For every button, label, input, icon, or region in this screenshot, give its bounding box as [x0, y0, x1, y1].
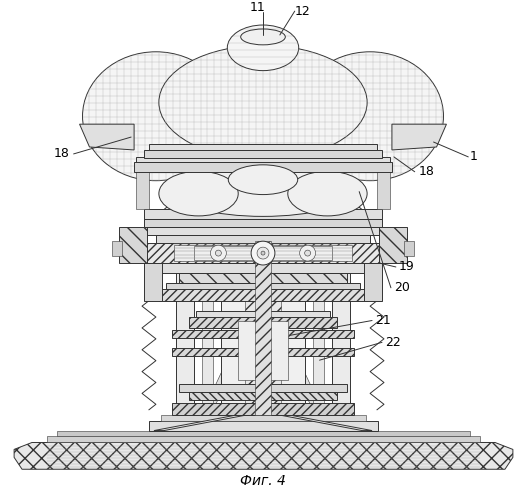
Bar — [144, 150, 382, 158]
Polygon shape — [80, 124, 134, 150]
Bar — [57, 431, 470, 436]
Bar — [333, 246, 350, 415]
Bar — [179, 384, 347, 392]
Bar — [47, 436, 480, 443]
Circle shape — [261, 251, 265, 255]
Circle shape — [305, 250, 310, 256]
Text: 18: 18 — [54, 147, 70, 160]
Polygon shape — [136, 167, 149, 210]
Ellipse shape — [159, 45, 367, 159]
Bar — [153, 422, 375, 430]
Bar — [159, 263, 367, 273]
Bar — [193, 246, 333, 260]
Bar — [144, 228, 382, 235]
Bar — [364, 263, 382, 301]
Bar — [144, 243, 382, 263]
Bar — [189, 392, 337, 400]
Polygon shape — [154, 415, 248, 431]
Circle shape — [210, 245, 226, 261]
Polygon shape — [201, 301, 260, 415]
Bar — [201, 246, 213, 415]
Ellipse shape — [227, 25, 299, 71]
Bar — [175, 246, 193, 415]
Bar — [136, 157, 390, 162]
Bar — [159, 289, 367, 301]
Text: 11: 11 — [250, 0, 266, 13]
Bar — [172, 348, 354, 356]
Bar — [196, 310, 330, 316]
Bar — [379, 228, 407, 263]
Ellipse shape — [288, 171, 367, 216]
Bar — [255, 241, 271, 415]
Bar — [174, 245, 352, 261]
Circle shape — [257, 247, 269, 259]
Bar — [172, 403, 354, 415]
Bar — [134, 162, 392, 172]
Bar — [149, 144, 377, 150]
Ellipse shape — [174, 167, 352, 217]
Bar — [149, 421, 378, 431]
Text: 19: 19 — [399, 260, 415, 273]
Bar — [144, 220, 382, 228]
Ellipse shape — [159, 171, 238, 216]
Polygon shape — [14, 443, 513, 469]
Text: 18: 18 — [418, 165, 435, 178]
Polygon shape — [377, 167, 390, 210]
Bar — [404, 241, 414, 256]
Bar — [156, 235, 370, 243]
Bar — [144, 263, 162, 301]
Text: 20: 20 — [394, 281, 410, 294]
Ellipse shape — [83, 52, 229, 181]
Text: 12: 12 — [295, 4, 310, 17]
Text: 21: 21 — [375, 314, 391, 327]
Polygon shape — [159, 188, 367, 220]
Ellipse shape — [241, 29, 285, 45]
Bar — [112, 241, 122, 256]
Polygon shape — [266, 301, 325, 415]
Bar — [313, 246, 325, 415]
Circle shape — [251, 241, 275, 265]
Polygon shape — [392, 124, 446, 150]
Ellipse shape — [297, 52, 444, 181]
Text: 22: 22 — [385, 336, 401, 349]
Bar — [245, 242, 281, 414]
Text: 1: 1 — [469, 150, 477, 163]
Circle shape — [216, 250, 221, 256]
Bar — [221, 241, 305, 415]
Bar — [166, 283, 360, 289]
Bar — [189, 316, 337, 328]
Polygon shape — [278, 415, 372, 431]
Circle shape — [300, 245, 316, 261]
Bar — [161, 415, 366, 421]
Bar — [144, 210, 382, 220]
Text: Фиг. 4: Фиг. 4 — [240, 474, 286, 488]
Bar — [172, 330, 354, 338]
Ellipse shape — [228, 165, 298, 195]
Bar — [119, 228, 147, 263]
Bar — [179, 273, 347, 283]
Bar — [238, 320, 288, 380]
